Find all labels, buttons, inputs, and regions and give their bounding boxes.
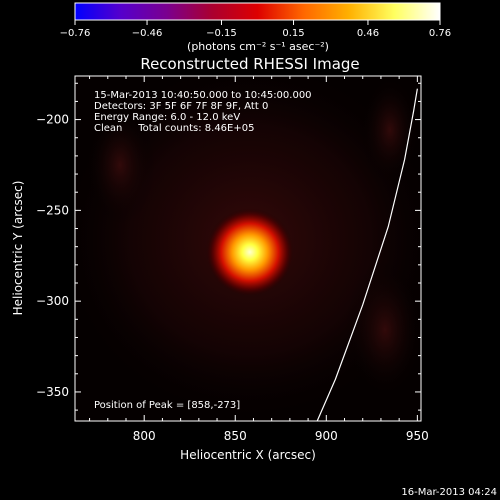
x-tick-label: 850 (224, 429, 247, 443)
footer-timestamp: 16-Mar-2013 04:24 (401, 487, 497, 498)
annotation-detectors: Detectors: 3F 5F 6F 7F 8F 9F, Att 0 (94, 101, 268, 112)
colorbar-tick-label: 0.46 (357, 28, 379, 39)
y-tick-label: −300 (36, 294, 69, 308)
side-artifact-left (85, 105, 155, 225)
annotation-clean-counts: Clean Total counts: 8.46E+05 (94, 123, 254, 134)
colorbar-ticks: −0.76 −0.46 −0.15 0.15 0.46 0.76 (60, 20, 451, 39)
plot-frame (74, 75, 422, 422)
plot-area (75, 76, 421, 421)
x-ray-source-peak (205, 208, 294, 297)
colorbar-tick-label: 0.15 (282, 28, 304, 39)
colorbar-tick-label: −0.76 (60, 28, 91, 39)
chart-title: Reconstructed RHESSI Image (140, 55, 359, 73)
annotation-energy-range: Energy Range: 6.0 - 12.0 keV (94, 112, 240, 123)
colorbar-tick-label: −0.15 (206, 28, 237, 39)
x-axis-label: Heliocentric X (arcsec) (180, 448, 316, 462)
annotation-time-range: 15-Mar-2013 10:40:50.000 to 10:45:00.000 (94, 90, 312, 101)
side-artifact-top (360, 76, 420, 185)
side-artifact-right (345, 260, 421, 400)
colorbar-tick-label: −0.46 (132, 28, 163, 39)
colorbar (74, 2, 441, 21)
y-tick-label: −350 (36, 385, 69, 399)
x-tick-label: 950 (406, 429, 429, 443)
x-axis: 800 850 900 950 (89, 76, 429, 443)
y-axis-label: Heliocentric Y (arcsec) (11, 181, 25, 316)
x-tick-label: 900 (315, 429, 338, 443)
y-tick-label: −200 (36, 113, 69, 127)
colorbar-tick-label: 0.76 (429, 28, 451, 39)
x-tick-label: 800 (133, 429, 156, 443)
solar-limb-arc (316, 88, 418, 421)
colorbar-unit-label: (photons cm⁻² s⁻¹ asec⁻²) (187, 40, 329, 53)
peak-position-label: Position of Peak = [858,-273] (94, 400, 240, 411)
y-axis: −200 −250 −300 −350 (36, 82, 421, 411)
y-tick-label: −250 (36, 203, 69, 217)
